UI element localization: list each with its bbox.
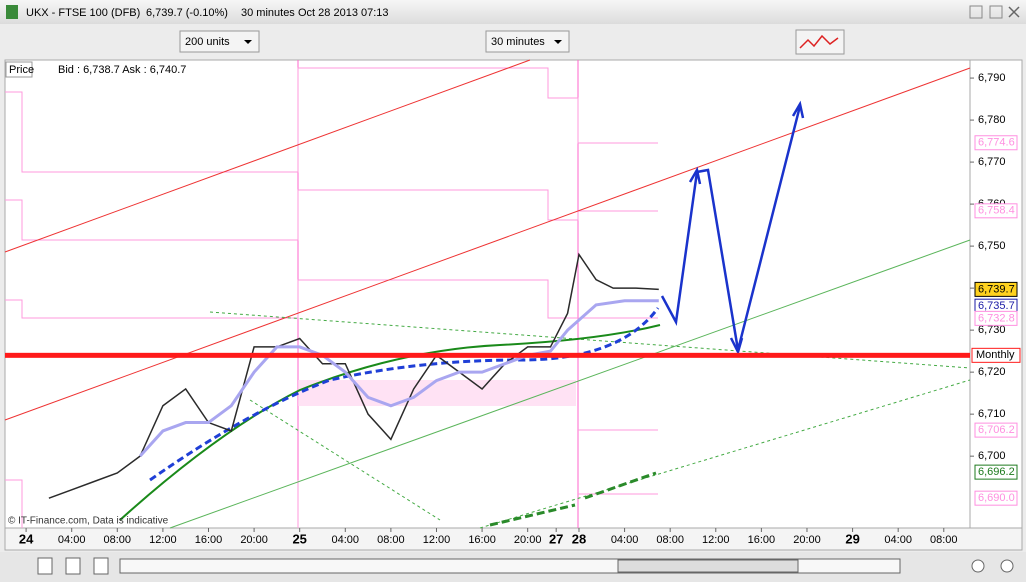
app-icon: [6, 5, 18, 19]
y-tick-label: 6,770: [978, 156, 1006, 168]
moving-average: [119, 324, 661, 521]
y-tick-label: 6,710: [978, 408, 1006, 420]
price-marker-label: 6,739.7: [978, 283, 1015, 295]
x-tick-label: 24: [19, 531, 34, 546]
x-tick-label: 04:00: [611, 534, 639, 546]
price-marker-label: 6,758.4: [978, 205, 1015, 217]
y-tick-label: 6,750: [978, 240, 1006, 252]
watermark: © IT-Finance.com, Data is indicative: [8, 516, 169, 527]
monthly-line: [5, 352, 970, 358]
price-marker: [974, 490, 1018, 506]
scroll-thumb[interactable]: [617, 559, 799, 573]
interval-select[interactable]: [485, 30, 570, 53]
monthly-tag: [971, 347, 1021, 363]
price-tab[interactable]: [5, 61, 33, 78]
x-tick-label: 20:00: [514, 534, 542, 546]
indicator-button[interactable]: [795, 29, 845, 55]
price-marker-label: 6,690.0: [978, 492, 1015, 504]
x-tick-label: 04:00: [58, 534, 86, 546]
drawings: [4, 59, 971, 529]
price-marker: [974, 203, 1018, 219]
tool-button[interactable]: [93, 557, 109, 575]
price-marker: [974, 422, 1018, 438]
tool-button[interactable]: [65, 557, 81, 575]
y-tick-label: 6,790: [978, 72, 1006, 84]
trend-line-dashed: [209, 311, 971, 529]
trend-line: [4, 59, 531, 253]
tool-button[interactable]: [37, 557, 53, 575]
x-tick-label: 20:00: [793, 534, 821, 546]
price-marker-label: 6,774.6: [978, 137, 1015, 149]
x-tick-label: 04:00: [332, 534, 360, 546]
x-tick-label: 16:00: [468, 534, 496, 546]
y-tick-label: 6,730: [978, 324, 1006, 336]
price-marker-label: 6,735.7: [978, 300, 1015, 312]
zoom-in[interactable]: [971, 559, 985, 573]
price-marker: [974, 135, 1018, 151]
x-tick-label: 08:00: [377, 534, 405, 546]
size-select-label: 200 units: [185, 36, 230, 48]
window-title: UKX - FTSE 100 (DFB): [26, 7, 140, 19]
monthly-label: Monthly: [976, 349, 1015, 361]
arrow-head: [688, 100, 805, 356]
window-interval: 30 minutes: [241, 7, 295, 19]
x-tick-label: 08:00: [656, 534, 684, 546]
x-tick-label: 12:00: [702, 534, 730, 546]
x-tick-label: 28: [572, 531, 586, 546]
title-bar: [0, 0, 1026, 24]
forecast-arrow: [660, 105, 802, 351]
x-tick-label: 29: [845, 531, 859, 546]
y-tick-label: 6,780: [978, 114, 1006, 126]
x-tick-label: 16:00: [748, 534, 776, 546]
price-marker: [974, 281, 1018, 297]
y-tick-label: 6,720: [978, 366, 1006, 378]
window-price: 6,739.7 (-0.10%): [146, 7, 228, 19]
size-select[interactable]: [179, 30, 260, 53]
price-marker-label: 6,696.2: [978, 466, 1015, 478]
price-marker-label: 6,732.8: [978, 312, 1015, 324]
series-line: [138, 299, 659, 458]
moving-average-dashed: [149, 307, 660, 482]
pivot-levels: [5, 67, 658, 528]
maximize-button[interactable]: [989, 5, 1003, 19]
moving-average-long: [489, 471, 657, 527]
close-button[interactable]: [1008, 6, 1020, 18]
y-tick-label: 6,700: [978, 450, 1006, 462]
window-timestamp: Oct 28 2013 07:13: [298, 7, 389, 19]
x-tick-label: 04:00: [884, 534, 912, 546]
x-tick-label: 25: [292, 531, 306, 546]
indicator-icon: [799, 34, 839, 49]
trend-line: [169, 239, 971, 529]
x-tick-label: 12:00: [423, 534, 451, 546]
bottom-tools: [37, 557, 1014, 575]
trend-line: [4, 67, 971, 421]
x-tick-label: 08:00: [104, 534, 132, 546]
pivot-zone: [298, 380, 576, 406]
x-tick-label: 12:00: [149, 534, 177, 546]
interval-select-label: 30 minutes: [491, 36, 545, 48]
quote: Bid : 6,738.7 Ask : 6,740.7: [58, 64, 186, 76]
minimize-button[interactable]: [969, 5, 983, 19]
x-tick-label: 16:00: [195, 534, 223, 546]
zoom-out[interactable]: [1000, 559, 1014, 573]
price-marker: [974, 464, 1018, 480]
price-tab-label: Price: [9, 64, 34, 76]
dropdown-arrow: [554, 40, 562, 44]
dropdown-arrow: [244, 40, 252, 44]
price-marker-label: 6,706.2: [978, 424, 1015, 436]
x-tick-label: 27: [549, 531, 563, 546]
price-marker: [974, 310, 1018, 326]
x-tick-label: 08:00: [930, 534, 958, 546]
plot-area: [4, 59, 971, 529]
x-tick-label: 20:00: [240, 534, 268, 546]
time-axis: [4, 527, 1023, 551]
series-line: [48, 252, 659, 499]
